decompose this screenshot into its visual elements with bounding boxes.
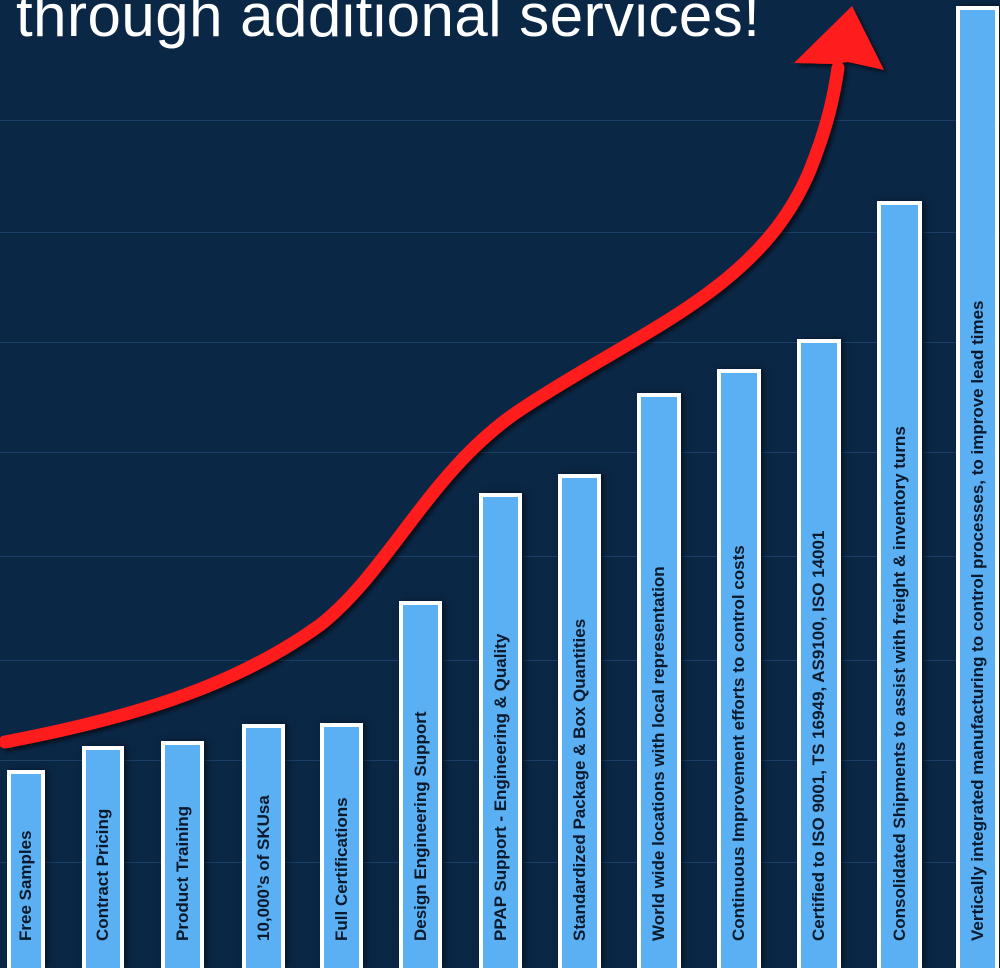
grid-line: [0, 232, 1000, 233]
service-bar: Free Samples: [7, 770, 45, 968]
service-bar: 10,000’s of SKUsa: [242, 724, 285, 968]
service-bar: Product Training: [161, 741, 204, 968]
service-bar: Consolidated Shipments to assist with fr…: [877, 201, 922, 968]
service-bar: World wide locations with local represen…: [637, 393, 681, 968]
service-bar: PPAP Support - Engineering & Quality: [479, 493, 522, 968]
service-bar: Vertically integrated manufacturing to c…: [956, 6, 999, 968]
grid-line: [0, 120, 1000, 121]
service-bar: Continuous Improvement efforts to contro…: [717, 369, 761, 968]
grid-line: [0, 342, 1000, 343]
service-bar: Design Engineering Support: [399, 601, 442, 968]
service-bar: Full Certifications: [320, 723, 363, 968]
grid-line: [0, 452, 1000, 453]
service-bar: Contract Pricing: [82, 746, 124, 968]
headline: through additional services!: [16, 0, 761, 49]
service-bar: Standardized Package & Box Quantities: [558, 474, 601, 968]
service-bar: Certified to ISO 9001, TS 16949, AS9100,…: [797, 339, 841, 968]
